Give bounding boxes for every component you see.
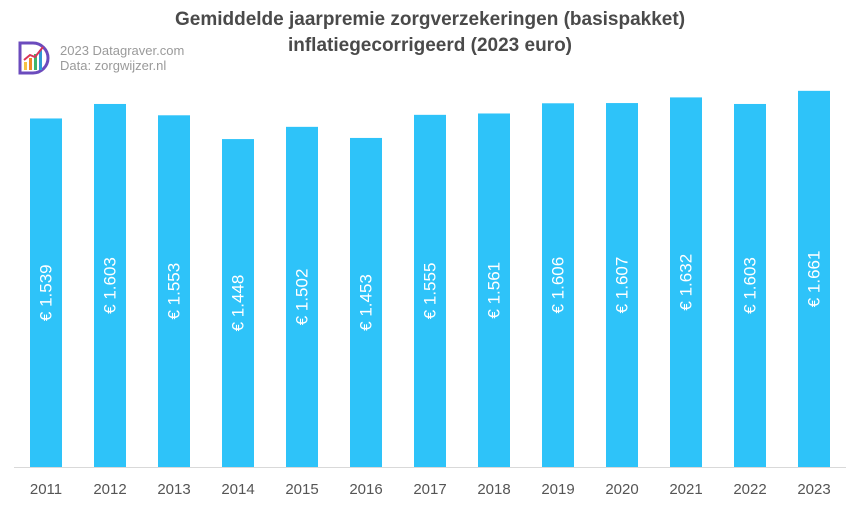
credit-source: 2023 Datagraver.com [60, 43, 185, 58]
data-label-2015: € 1.502 [293, 269, 312, 326]
x-tick-label-2019: 2019 [541, 481, 574, 498]
datagraver-logo-icon [18, 41, 50, 75]
x-tick-label-2017: 2017 [413, 481, 446, 498]
bar-2018 [478, 113, 510, 468]
data-label-2018: € 1.561 [485, 262, 504, 319]
data-label-2022: € 1.603 [741, 257, 760, 314]
x-tick-label-2022: 2022 [733, 481, 766, 498]
x-tick-label-2013: 2013 [157, 481, 190, 498]
bar-2015 [286, 126, 318, 467]
x-tick-label-2016: 2016 [349, 481, 382, 498]
data-label-2021: € 1.632 [677, 254, 696, 311]
x-tick-label-2012: 2012 [93, 481, 126, 498]
data-label-2019: € 1.606 [549, 257, 568, 314]
data-label-2016: € 1.453 [357, 274, 376, 331]
x-tick-label-2014: 2014 [221, 481, 254, 498]
bar-2023 [798, 90, 830, 468]
data-label-2023: € 1.661 [805, 251, 824, 308]
bar-2020 [606, 103, 638, 467]
data-label-2013: € 1.553 [165, 263, 184, 320]
x-tick-label-2011: 2011 [30, 481, 62, 498]
data-label-2014: € 1.448 [229, 275, 248, 332]
bar-2016 [350, 137, 382, 467]
bar-2021 [670, 97, 702, 468]
bar-2012 [94, 103, 126, 467]
chart-title: Gemiddelde jaarpremie zorgverzekeringen … [174, 9, 686, 30]
bar-2013 [158, 115, 190, 468]
data-label-2011: € 1.539 [37, 264, 56, 321]
bar-2022 [734, 103, 766, 467]
bar-2017 [414, 114, 446, 468]
bar-2019 [542, 103, 574, 467]
x-tick-label-2018: 2018 [477, 481, 510, 498]
x-tick-label-2021: 2021 [669, 481, 702, 498]
bar-2014 [222, 139, 254, 467]
data-label-2017: € 1.555 [421, 263, 440, 320]
credit-data: Data: zorgwijzer.nl [60, 58, 167, 73]
bar-2011 [30, 118, 62, 467]
data-label-2012: € 1.603 [101, 257, 120, 314]
x-tick-label-2015: 2015 [285, 481, 318, 498]
x-tick-label-2020: 2020 [605, 481, 638, 498]
x-tick-label-2023: 2023 [797, 481, 830, 498]
chart-subtitle: inflatiegecorrigeerd (2023 euro) [287, 35, 573, 56]
data-label-2020: € 1.607 [613, 257, 632, 314]
